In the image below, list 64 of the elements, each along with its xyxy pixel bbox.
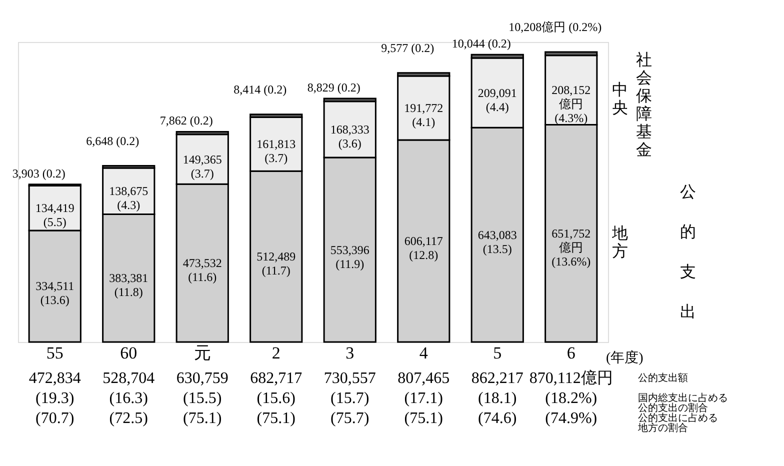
text: (74.6) — [478, 410, 517, 427]
text: (15.6) — [256, 390, 296, 407]
data-label: 643,083 (13.5) — [478, 228, 517, 256]
text: (18.1) — [478, 390, 517, 407]
data-label: 606,117 (12.8) — [404, 234, 443, 262]
text: (15.5) — [183, 390, 222, 407]
text: 公的支出 — [680, 184, 696, 321]
x-tick-label: 3 — [346, 344, 354, 362]
text: (17.1) — [404, 390, 443, 407]
text: (74.9%) — [545, 410, 598, 427]
text: 公的支出額 — [638, 372, 688, 384]
total-label: 870,112億円 — [529, 369, 613, 387]
x-tick-label: 5 — [493, 344, 502, 362]
series-label: 地方 — [611, 224, 628, 260]
text: (70.7) — [36, 410, 74, 427]
x-tick-label: 60 — [120, 344, 138, 362]
data-label: 191,772 (4.1) — [404, 101, 444, 129]
data-label: 138,675 (4.3) — [109, 184, 148, 212]
data-label: 208,152 億円 (4.3%) — [552, 83, 591, 126]
data-label: 209,091 (4.4) — [478, 86, 517, 114]
text: 社会保障基金 — [636, 50, 652, 159]
data-label: 10,208億円 (0.2%) — [508, 20, 602, 34]
text: (75.1) — [404, 410, 443, 427]
data-label: 168,333 (3.6) — [330, 122, 370, 150]
x-tick-label: 4 — [419, 344, 428, 362]
total-label: 630,759 — [176, 370, 228, 387]
total-label: 682,717 — [250, 370, 302, 387]
text: (18.2%) — [545, 390, 598, 407]
total-label: 862,217 — [471, 370, 524, 387]
data-label: 473,532 (11.6) — [182, 256, 222, 284]
text: 国内総支出に占める公的支出の割合 — [638, 392, 728, 414]
data-label: 651,752 億円 (13.6%) — [552, 226, 591, 268]
total-label: 472,834 — [28, 370, 81, 387]
x-tick-label: 55 — [46, 344, 64, 362]
data-label: 334,511 (13.6) — [36, 279, 74, 308]
data-label: 10,044 (0.2) — [452, 36, 511, 51]
text: (75.1) — [183, 410, 222, 427]
text: 公的支出に占める地方の割合 — [637, 412, 718, 434]
data-label: 512,489 (11.7) — [256, 250, 296, 278]
x-tick-label: 元 — [194, 344, 211, 362]
data-label: 149,365 (3.7) — [182, 152, 222, 180]
text: (19.3) — [36, 390, 74, 407]
data-label: 553,396 (11.9) — [330, 242, 370, 271]
data-label: 161,813 (3.7) — [256, 137, 296, 166]
total-label: 730,557 — [324, 370, 376, 387]
data-label: 134,419 (5.5) — [35, 201, 74, 230]
x-tick-label: 2 — [272, 344, 280, 362]
text: (72.5) — [109, 410, 148, 427]
total-label: 807,465 — [398, 370, 450, 387]
data-label: 3,903 (0.2) — [12, 166, 66, 180]
x-axis-title: (年度) — [606, 350, 644, 366]
text: (75.7) — [330, 410, 370, 427]
text: (15.7) — [330, 390, 370, 407]
data-label: 8,414 (0.2) — [234, 82, 287, 96]
data-label: 9,577 (0.2) — [381, 40, 434, 55]
data-label: 7,862 (0.2) — [160, 114, 213, 128]
data-label: 8,829 (0.2) — [307, 80, 360, 94]
x-tick-label: 6 — [566, 344, 576, 362]
text: (16.3) — [109, 390, 148, 407]
series-label: 中央 — [612, 81, 628, 118]
data-label: 6,648 (0.2) — [86, 134, 140, 148]
text: (75.1) — [256, 410, 296, 427]
total-label: 528,704 — [102, 370, 155, 387]
data-label: 383,381 (11.8) — [109, 271, 148, 300]
